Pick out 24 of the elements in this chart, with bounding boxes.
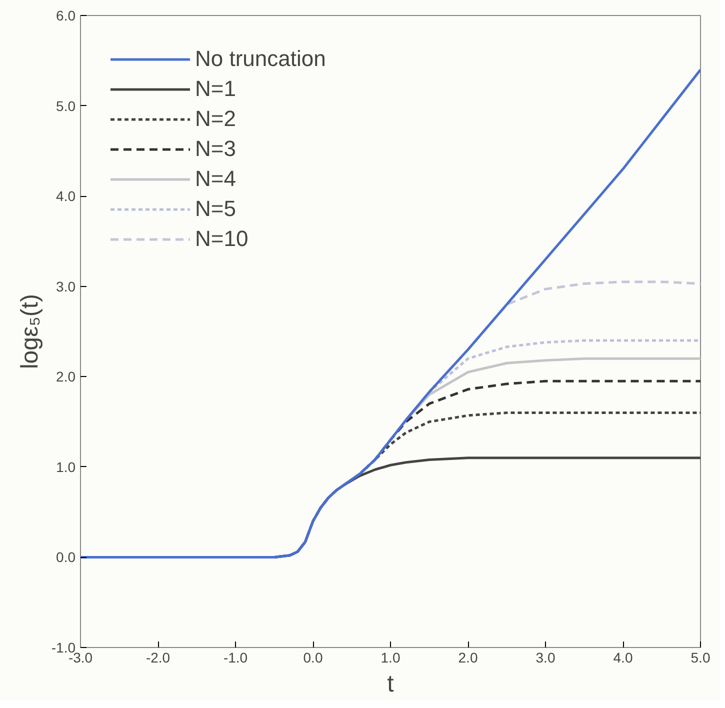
legend-label: N=4: [195, 165, 236, 193]
y-tick-label: 4.0: [56, 188, 76, 204]
y-tick-label: 6.0: [56, 8, 76, 24]
x-tick-label: -1.0: [223, 650, 248, 666]
legend-label: No truncation: [195, 45, 326, 73]
legend-label: N=5: [195, 195, 236, 223]
x-tick-label: 1.0: [380, 650, 400, 666]
x-tick-label: 5.0: [690, 650, 710, 666]
x-axis-title: t: [387, 670, 394, 698]
x-tick-label: 0.0: [303, 650, 323, 666]
y-axis-title: logε₅(t): [16, 294, 44, 370]
x-tick-label: 2.0: [458, 650, 478, 666]
y-tick-label: 0.0: [56, 549, 76, 566]
y-tick-label: 1.0: [56, 458, 76, 475]
y-tick-label: 3.0: [56, 278, 76, 294]
x-tick-label: -2.0: [146, 650, 170, 666]
legend-label: N=2: [195, 105, 236, 133]
legend-label: N=1: [195, 75, 236, 103]
y-tick-label: 5.0: [56, 98, 76, 114]
legend-label: N=10: [195, 225, 248, 253]
y-tick-label: 2.0: [56, 368, 76, 385]
legend-label: N=3: [195, 135, 236, 163]
x-tick-label: 3.0: [536, 650, 556, 666]
x-tick-label: 4.0: [613, 650, 633, 666]
